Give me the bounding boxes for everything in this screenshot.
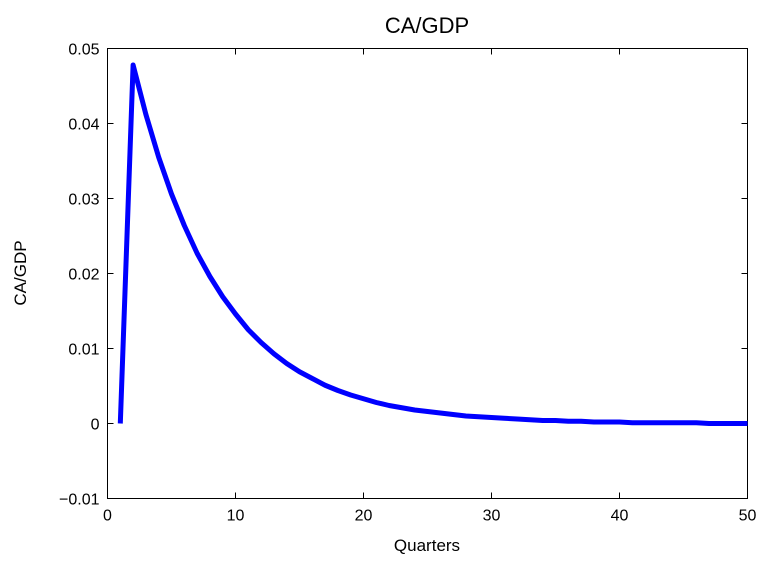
x-tick-label: 40: [611, 508, 629, 525]
x-tick-label: 30: [483, 508, 501, 525]
x-tick-label: 10: [227, 508, 245, 525]
series-layer: [117, 62, 748, 426]
y-tick-label: 0: [91, 417, 100, 434]
y-tick-label: 0.02: [68, 267, 99, 284]
x-axis-title: Quarters: [394, 536, 460, 555]
plot-frame: [107, 48, 748, 499]
x-tick-label: 20: [355, 508, 373, 525]
y-tick-label: 0.05: [68, 42, 99, 59]
chart-title: CA/GDP: [385, 13, 469, 38]
y-tick-label: 0.01: [68, 342, 99, 359]
x-axis-ticks: 0 10 20 30 40 50: [103, 48, 757, 525]
y-tick-label: −0.01: [59, 492, 100, 509]
series-line: [117, 62, 748, 426]
x-tick-label: 50: [739, 508, 757, 525]
y-axis-title: CA/GDP: [11, 240, 30, 305]
y-axis-ticks: −0.01 0 0.01 0.02 0.03 0.04 0.05: [59, 42, 748, 509]
x-tick-label: 0: [103, 508, 112, 525]
y-tick-label: 0.04: [68, 117, 99, 134]
y-tick-label: 0.03: [68, 192, 99, 209]
